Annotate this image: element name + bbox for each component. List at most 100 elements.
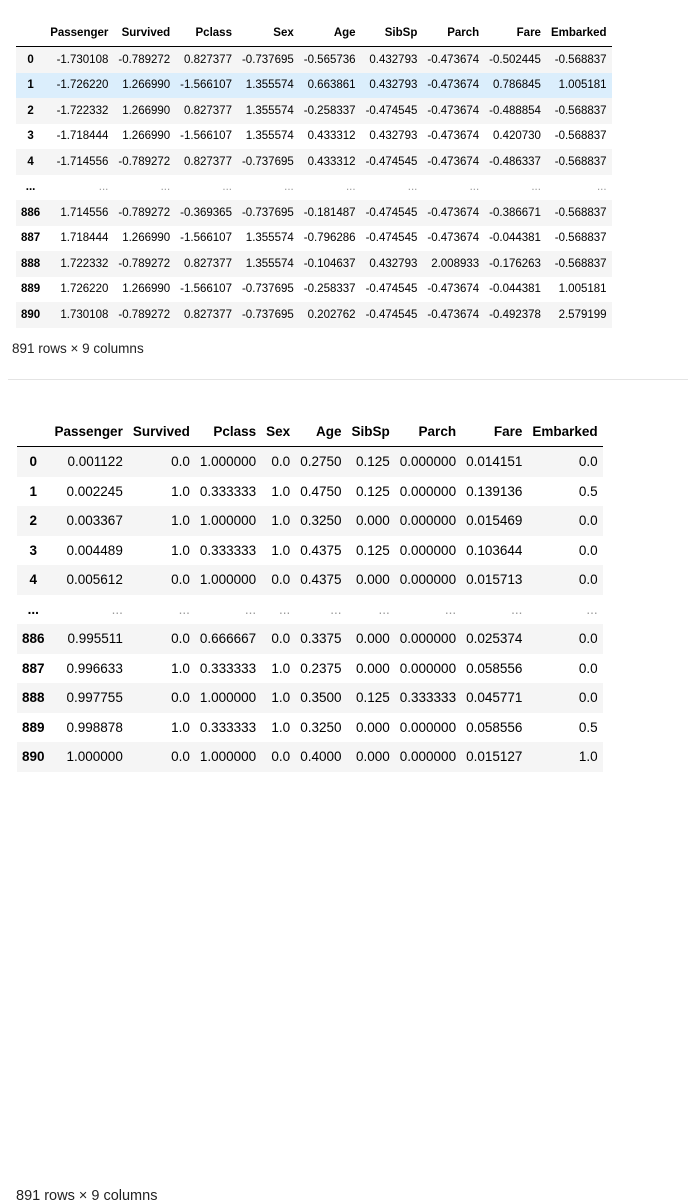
table-cell: 1.266990 (122, 283, 171, 296)
table-cell: 0.0 (578, 513, 598, 529)
table-cell: ... (330, 601, 342, 617)
table-cell: 0.125 (355, 542, 390, 558)
table-cell: -0.369365 (180, 206, 232, 219)
row-index: 1 (29, 483, 38, 499)
index-header (17, 416, 50, 447)
table-cell: -0.568837 (554, 257, 607, 270)
table-cell: 0.3250 (300, 719, 342, 735)
table-cell: ... (586, 601, 598, 617)
table-cell: 0.0 (171, 572, 190, 588)
table-cell: -0.568837 (554, 53, 607, 66)
table-cell: 0.125 (355, 483, 390, 499)
table-cell: 0.0 (271, 454, 291, 470)
table-cell: -1.730108 (56, 53, 109, 66)
table-cell: 0.000000 (399, 483, 457, 499)
row-index: 890 (21, 308, 41, 321)
table-row: 4 -1.714556 -0.789272 0.827377 -0.737695 0.43… (16, 149, 612, 175)
table-cell: 1.0 (171, 542, 190, 558)
table-cell: -0.789272 (118, 308, 171, 321)
table-cell: -0.473674 (427, 308, 480, 321)
table-cell: ... (531, 181, 541, 194)
row-index: 1 (27, 79, 34, 92)
row-index: 890 (22, 749, 45, 765)
table-cell: -0.473674 (427, 104, 480, 117)
table-cell: 0.998878 (66, 719, 123, 735)
table-cell: 0.0 (578, 631, 598, 647)
table-cell: 0.0 (271, 631, 291, 647)
table-cell: 1.005181 (558, 283, 607, 296)
table-cell: ... (284, 181, 294, 194)
table-cell: 0.420730 (492, 130, 541, 143)
dataframe-table: Passenger Survived Pclass Sex Age SibSp Parch F… (17, 416, 603, 772)
table-cell: -1.566107 (180, 232, 232, 245)
table-cell: 0.000 (355, 572, 390, 588)
table-cell: ... (244, 601, 257, 617)
table-cell: 0.0 (578, 572, 598, 588)
row-index: 887 (21, 232, 41, 245)
column-header: Survived (127, 416, 195, 447)
column-header: Fare (461, 416, 528, 447)
table-cell: 1.000000 (199, 749, 257, 765)
table-cell: 0.003367 (66, 513, 123, 529)
table-cell: 0.0 (578, 660, 598, 676)
header-row: Passenger Survived Pclass Sex Age SibSp Parch F… (16, 20, 612, 47)
table-cell: ... (345, 181, 356, 194)
table-cell: 1.0 (271, 513, 291, 529)
table-cell: 1.0 (271, 719, 291, 735)
table-cell: 1.0 (171, 660, 190, 676)
table-cell: 0.0 (171, 631, 190, 647)
table-cell: 0.202762 (307, 308, 356, 321)
table-cell: -0.258337 (303, 283, 356, 296)
table-cell: 0.2750 (300, 454, 342, 470)
table-header: Passenger Survived Pclass Sex Age SibSp Parch F… (17, 416, 603, 447)
column-header: Age (295, 416, 347, 447)
table-cell: -0.737695 (241, 283, 294, 296)
table-cell: -0.474545 (365, 104, 418, 117)
table-cell: -0.502445 (489, 53, 541, 66)
column-header: Parch (394, 416, 462, 447)
row-index: ... (25, 181, 36, 194)
table-cell: -1.718444 (56, 130, 109, 143)
table-cell: ... (444, 601, 457, 617)
table-cell: 0.015713 (466, 572, 523, 588)
table-cell: 0.4375 (300, 572, 342, 588)
table-cell: -0.789272 (118, 257, 171, 270)
table-cell: 1.000000 (66, 749, 123, 765)
table-cell: ... (278, 601, 291, 617)
table-cell: -0.473674 (427, 155, 480, 168)
table-cell: ... (111, 601, 123, 617)
table-cell: -0.492378 (489, 308, 541, 321)
column-header: Age (298, 20, 361, 47)
table-cell: 0.000000 (399, 749, 457, 765)
table-row: 4 0.005612 0.0 1.000000 0.0 0.4375 0.000 0.0000… (17, 565, 603, 595)
table-cell: 0.333333 (199, 660, 257, 676)
table-cell: 0.015469 (466, 513, 523, 529)
table-cell: 1.0 (271, 542, 291, 558)
table-cell: 0.0 (171, 690, 190, 706)
table-cell: 1.266990 (122, 130, 171, 143)
table-cell: 1.714556 (60, 206, 109, 219)
table-cell: 0.5 (578, 719, 598, 735)
table-cell: -0.176263 (489, 257, 541, 270)
table-cell: -1.566107 (180, 130, 232, 143)
table-cell: -0.474545 (365, 232, 418, 245)
table-cell: -0.474545 (365, 308, 418, 321)
table-row: 888 1.722332 -0.789272 0.827377 1.355574 -0.1… (16, 251, 612, 277)
table-cell: 0.663861 (307, 79, 356, 92)
table-cell: -0.044381 (489, 283, 541, 296)
table-cell: 0.432793 (369, 257, 418, 270)
table-cell: -0.737695 (241, 53, 294, 66)
table-cell: 0.3375 (300, 631, 342, 647)
table-cell: -1.722332 (56, 104, 109, 117)
table-cell: 1.266990 (122, 104, 171, 117)
table-row: 889 0.998878 1.0 0.333333 1.0 0.3250 0.000 0.00… (17, 712, 603, 742)
table-row: 0 -1.730108 -0.789272 0.827377 -0.737695 -0.5… (16, 46, 612, 73)
table-cell: 1.005181 (558, 79, 607, 92)
table-cell: 0.0 (578, 454, 598, 470)
column-header: Parch (422, 20, 485, 47)
table-row: 886 1.714556 -0.789272 -0.369365 -0.737695 -0… (16, 200, 612, 226)
table-cell: 1.000000 (199, 454, 257, 470)
row-index: 888 (21, 257, 41, 270)
table-cell: 0.4375 (300, 542, 342, 558)
table-body: 0 -1.730108 -0.789272 0.827377 -0.737695 -0.5… (16, 46, 612, 328)
